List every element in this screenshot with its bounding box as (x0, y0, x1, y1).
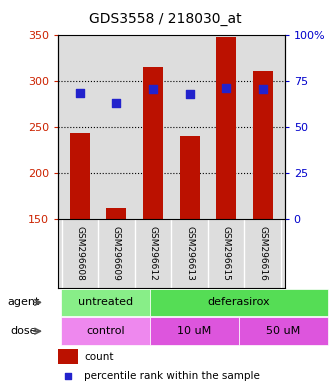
Text: GSM296616: GSM296616 (258, 226, 267, 281)
Bar (150, 289, 328, 316)
Text: percentile rank within the sample: percentile rank within the sample (84, 371, 260, 381)
Text: 50 uM: 50 uM (266, 326, 301, 336)
Bar (179, 136, 200, 219)
Text: untreated: untreated (78, 297, 133, 308)
Text: agent: agent (7, 297, 40, 308)
Bar (61, 317, 150, 345)
Bar (106, 208, 126, 219)
Bar (143, 67, 163, 219)
Text: GSM296612: GSM296612 (149, 226, 158, 281)
Point (260, 86, 265, 92)
Text: 10 uM: 10 uM (177, 326, 212, 336)
Bar (61, 289, 150, 316)
Bar (70, 133, 90, 219)
Text: count: count (84, 352, 114, 362)
Text: deferasirox: deferasirox (208, 297, 270, 308)
Text: GSM296608: GSM296608 (75, 226, 84, 281)
Bar (59, 349, 78, 364)
Point (150, 86, 156, 92)
Text: GDS3558 / 218030_at: GDS3558 / 218030_at (89, 12, 242, 25)
Point (187, 91, 192, 98)
Text: GSM296613: GSM296613 (185, 226, 194, 281)
Text: GSM296609: GSM296609 (112, 226, 121, 281)
Point (66, 372, 71, 379)
Bar (253, 71, 273, 219)
Text: control: control (86, 326, 125, 336)
Point (77, 89, 82, 96)
Point (114, 100, 119, 106)
Text: GSM296615: GSM296615 (222, 226, 231, 281)
Bar (150, 317, 239, 345)
Point (223, 85, 229, 91)
Bar (239, 317, 328, 345)
Bar (216, 37, 236, 219)
Text: dose: dose (10, 326, 37, 336)
